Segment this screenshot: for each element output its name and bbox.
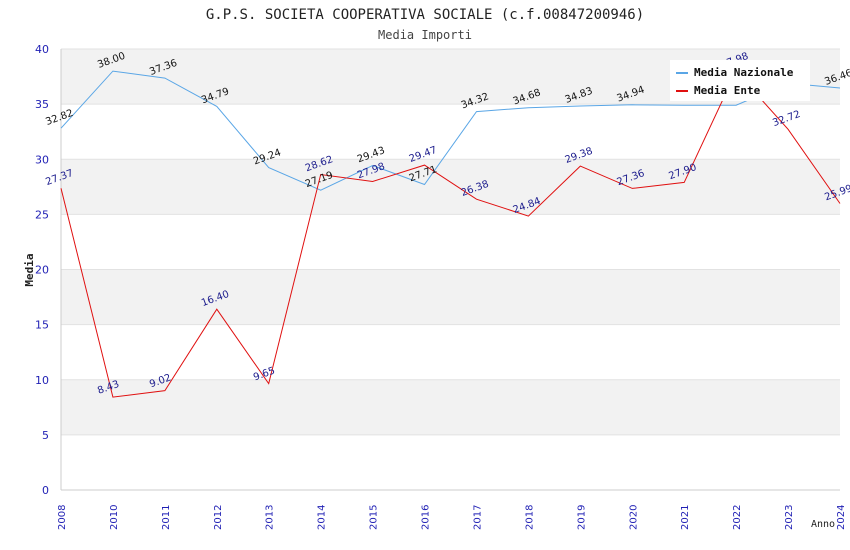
x-tick-label: 2018	[524, 505, 535, 530]
x-tick-label: 2016	[421, 505, 432, 530]
legend-label-naz: Media Nazionale	[694, 66, 794, 79]
x-tick-label: 2017	[472, 505, 483, 530]
x-tick-label: 2019	[576, 505, 587, 530]
y-axis-ticks: 0 5 10 15 20 25 30 35 40	[35, 43, 49, 497]
plot-band	[61, 269, 840, 325]
x-axis-label: Anno	[811, 519, 835, 530]
x-tick-label: 2008	[57, 505, 68, 530]
x-tick-label: 2010	[109, 505, 120, 530]
plot-band	[61, 324, 840, 380]
x-tick-label: 2011	[161, 505, 172, 530]
plot-band	[61, 379, 840, 435]
y-tick-label: 15	[35, 319, 49, 332]
x-tick-label: 2013	[265, 505, 276, 530]
plot-band	[61, 434, 840, 490]
x-tick-label: 2022	[732, 505, 743, 530]
x-tick-label: 2024	[836, 505, 847, 530]
y-tick-label: 20	[35, 264, 49, 277]
x-tick-label: 2020	[628, 505, 639, 530]
legend-label-ente: Media Ente	[694, 84, 761, 97]
chart-title: G.P.S. SOCIETA COOPERATIVA SOCIALE (c.f.…	[206, 7, 644, 23]
y-tick-label: 25	[35, 208, 49, 221]
y-tick-label: 5	[42, 429, 49, 442]
x-axis-ticks: 2008 2010 2011 2012 2013 2014 2015 2016 2017 2018…	[57, 505, 847, 530]
y-tick-label: 0	[42, 484, 49, 497]
plot-background-bands	[60, 48, 840, 491]
x-tick-label: 2012	[213, 505, 224, 530]
legend: Media Nazionale Media Ente	[670, 60, 810, 101]
y-tick-label: 10	[35, 374, 49, 387]
x-tick-label: 2023	[784, 505, 795, 530]
x-tick-label: 2021	[680, 505, 691, 530]
y-tick-label: 30	[35, 153, 49, 166]
y-axis-label: Media	[23, 253, 36, 286]
series-line-ente	[60, 70, 841, 398]
y-tick-label: 35	[35, 98, 49, 111]
plot-band	[61, 214, 840, 270]
x-tick-label: 2015	[369, 505, 380, 530]
series-lines	[60, 70, 841, 398]
y-tick-label: 40	[35, 43, 49, 56]
plot-band	[61, 104, 840, 160]
chart-subtitle: Media Importi	[378, 28, 472, 42]
plot-band	[61, 159, 840, 215]
series-line-nazionale	[60, 70, 841, 191]
x-tick-label: 2014	[317, 505, 328, 530]
legend-box	[670, 60, 810, 101]
